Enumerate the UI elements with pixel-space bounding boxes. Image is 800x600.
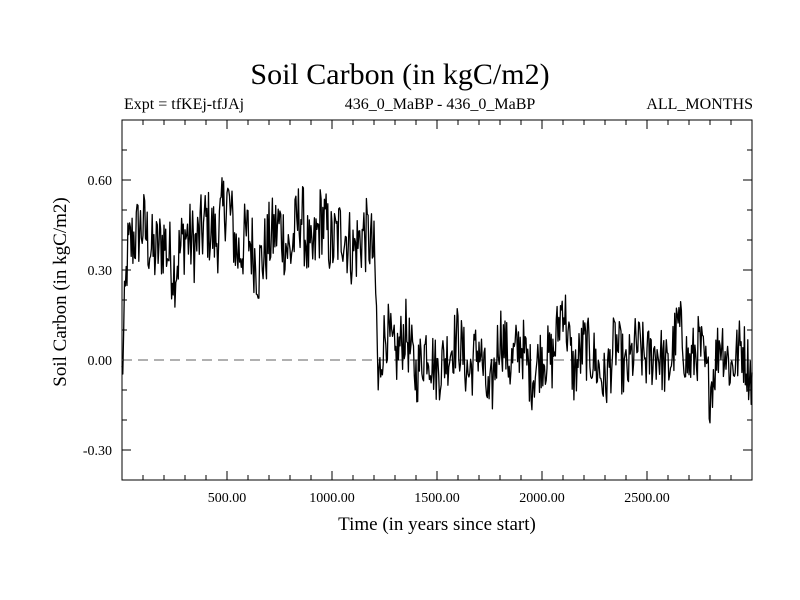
chart-title: Soil Carbon (in kgC/m2) — [250, 58, 550, 91]
plot-frame — [121, 119, 753, 481]
months-label: ALL_MONTHS — [646, 96, 753, 113]
x-tick-label: 1000.00 — [309, 491, 355, 506]
y-axis-label: Soil Carbon (in kgC/m2) — [50, 197, 71, 386]
x-axis-label: Time (in years since start) — [338, 514, 536, 535]
x-tick-label: 1500.00 — [414, 491, 460, 506]
period-label: 436_0_MaBP - 436_0_MaBP — [344, 96, 536, 113]
y-tick-label: 0.30 — [88, 264, 113, 279]
x-tick-label: 2000.00 — [519, 491, 565, 506]
y-tick-label: 0.00 — [88, 354, 113, 369]
experiment-label: Expt = tfKEj-tfJAj — [124, 96, 245, 113]
series-line — [121, 177, 753, 424]
axis-ticks: 500.00 1000.00 1500.00 2000.00 2500.00 0.60 0.… — [83, 120, 752, 506]
x-tick-label: 500.00 — [208, 491, 247, 506]
x-tick-label: 2500.00 — [624, 491, 670, 506]
y-tick-label: -0.30 — [83, 444, 112, 459]
y-tick-label: 0.60 — [88, 174, 113, 189]
